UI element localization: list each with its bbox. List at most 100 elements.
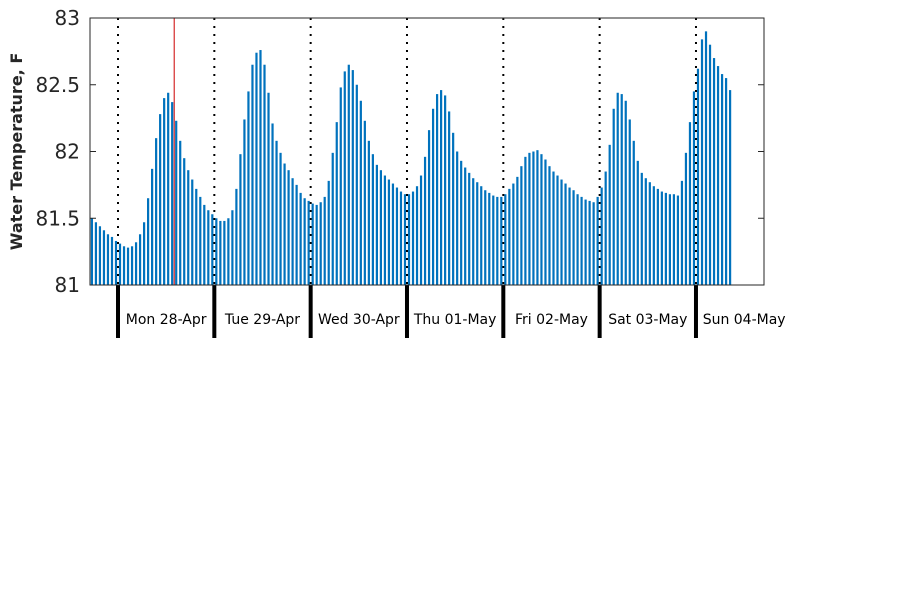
bar xyxy=(215,218,218,285)
bar xyxy=(656,188,659,285)
bar xyxy=(343,71,346,286)
bar xyxy=(560,179,563,285)
bar xyxy=(355,84,358,285)
bar xyxy=(227,218,230,285)
day-label: Tue 29-Apr xyxy=(224,312,300,328)
bar xyxy=(191,179,194,285)
bar xyxy=(516,176,519,285)
bar xyxy=(708,44,712,286)
bar xyxy=(167,92,170,285)
bar xyxy=(636,160,639,285)
bar-series xyxy=(90,31,732,286)
bar xyxy=(520,166,523,285)
bar xyxy=(407,194,411,285)
day-label: Sun 04-May xyxy=(703,312,786,328)
bar xyxy=(716,66,720,285)
bar xyxy=(468,172,471,285)
y-axis: 81 81.5 82 82.5 83 xyxy=(35,6,764,297)
bar xyxy=(456,151,459,285)
bar xyxy=(419,175,423,285)
bar xyxy=(444,95,447,286)
y-tick-label: 81 xyxy=(55,273,80,297)
bar xyxy=(199,196,202,285)
bar xyxy=(151,168,154,285)
bar xyxy=(452,132,455,285)
bar xyxy=(171,102,174,285)
bar xyxy=(339,87,342,285)
bar xyxy=(688,122,692,285)
bar xyxy=(676,195,680,285)
bar xyxy=(512,183,515,285)
bar xyxy=(696,68,700,285)
bar xyxy=(640,172,643,285)
bar xyxy=(596,196,599,285)
bar xyxy=(223,220,226,285)
bar xyxy=(187,170,190,285)
bar xyxy=(500,196,503,285)
bar xyxy=(371,154,374,285)
bar xyxy=(134,242,138,285)
bar xyxy=(411,191,415,285)
bar xyxy=(620,94,623,285)
bar xyxy=(464,167,467,285)
bar xyxy=(435,94,439,285)
bar xyxy=(492,195,495,285)
bar xyxy=(291,178,294,285)
bar xyxy=(724,78,728,285)
bar xyxy=(584,199,587,285)
x-axis-day-labels: Mon 28-Apr Tue 29-Apr Wed 30-Apr Thu 01-May… xyxy=(126,312,786,328)
bar xyxy=(660,191,663,285)
bar xyxy=(126,247,130,285)
bar xyxy=(427,130,431,285)
bar xyxy=(680,180,684,285)
bar xyxy=(379,170,383,285)
bar xyxy=(239,154,242,285)
day-divider-lines xyxy=(116,18,698,338)
bar xyxy=(94,222,98,285)
day-label: Wed 30-Apr xyxy=(318,312,400,328)
bar xyxy=(652,186,655,285)
y-axis-label: Water Temperature, F xyxy=(7,53,26,251)
bar xyxy=(692,91,696,285)
bar xyxy=(604,171,607,285)
bar xyxy=(480,186,483,285)
bar xyxy=(255,52,258,286)
bar xyxy=(207,210,210,285)
y-tick-label: 83 xyxy=(55,6,80,30)
bar xyxy=(327,180,330,285)
bar xyxy=(114,240,118,285)
bar xyxy=(102,230,106,285)
bar xyxy=(508,188,511,285)
y-tick-label: 82.5 xyxy=(35,73,80,97)
y-tick-label: 82 xyxy=(55,140,80,164)
bar xyxy=(488,192,491,285)
bar xyxy=(423,156,427,285)
day-label: Mon 28-Apr xyxy=(126,312,207,328)
bar xyxy=(431,108,435,285)
bar xyxy=(504,194,507,285)
bar xyxy=(564,183,567,285)
bar xyxy=(315,204,318,285)
bar xyxy=(628,119,631,286)
bar xyxy=(271,123,274,285)
bar xyxy=(219,220,222,285)
bar xyxy=(118,243,122,285)
bar xyxy=(267,92,270,285)
bar xyxy=(704,31,708,285)
bar xyxy=(440,90,443,285)
bar xyxy=(644,178,647,285)
bar xyxy=(448,111,451,285)
bar xyxy=(363,120,366,285)
bar xyxy=(259,50,262,285)
bar xyxy=(138,234,142,285)
bar xyxy=(532,151,535,285)
y-tick-label: 81.5 xyxy=(35,206,80,230)
bar xyxy=(552,171,555,285)
bar xyxy=(632,140,635,285)
bar xyxy=(460,160,463,285)
bar xyxy=(544,159,547,285)
bar xyxy=(536,150,539,285)
bar xyxy=(147,198,150,285)
bar xyxy=(351,70,354,285)
